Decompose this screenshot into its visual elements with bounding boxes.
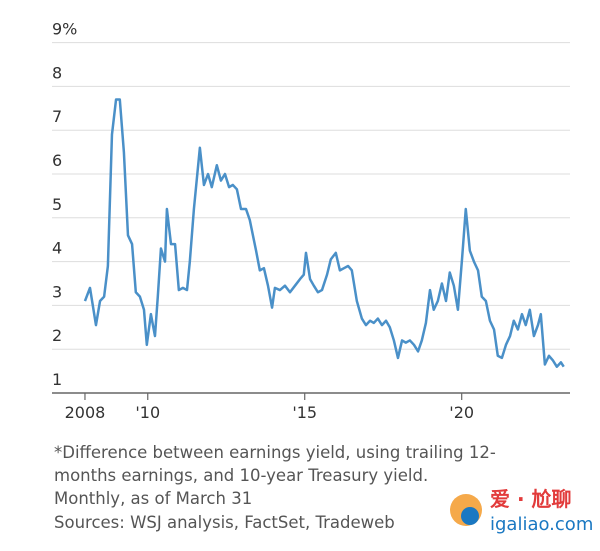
y-tick-label: 6	[52, 151, 62, 170]
y-tick-label: 7	[52, 107, 62, 126]
y-tick-label: 8	[52, 63, 62, 82]
x-tick-label: '15	[292, 403, 317, 422]
x-tick-label: 2008	[65, 403, 106, 422]
y-tick-label: 2	[52, 326, 62, 345]
y-tick-label: 5	[52, 195, 62, 214]
footnote: *Difference between earnings yield, usin…	[54, 443, 496, 462]
y-tick-label: 3	[52, 282, 62, 301]
watermark-brand: 爱 · 尬聊	[490, 487, 572, 511]
y-tick-label: 4	[52, 239, 62, 258]
footnote: Monthly, as of March 31	[54, 489, 252, 508]
y-tick-label: 1	[52, 370, 62, 389]
x-tick-label: '10	[135, 403, 160, 422]
watermark: 爱 · 尬聊 igaliao.com	[450, 487, 593, 535]
footnote: Sources: WSJ analysis, FactSet, Tradeweb	[54, 513, 395, 532]
watermark-site: igaliao.com	[490, 514, 593, 535]
y-tick-label: 9%	[52, 20, 77, 39]
data-line	[83, 98, 565, 368]
footnote: months earnings, and 10-year Treasury yi…	[54, 466, 428, 485]
x-tick-label: '20	[449, 403, 474, 422]
watermark-logo	[461, 507, 479, 525]
